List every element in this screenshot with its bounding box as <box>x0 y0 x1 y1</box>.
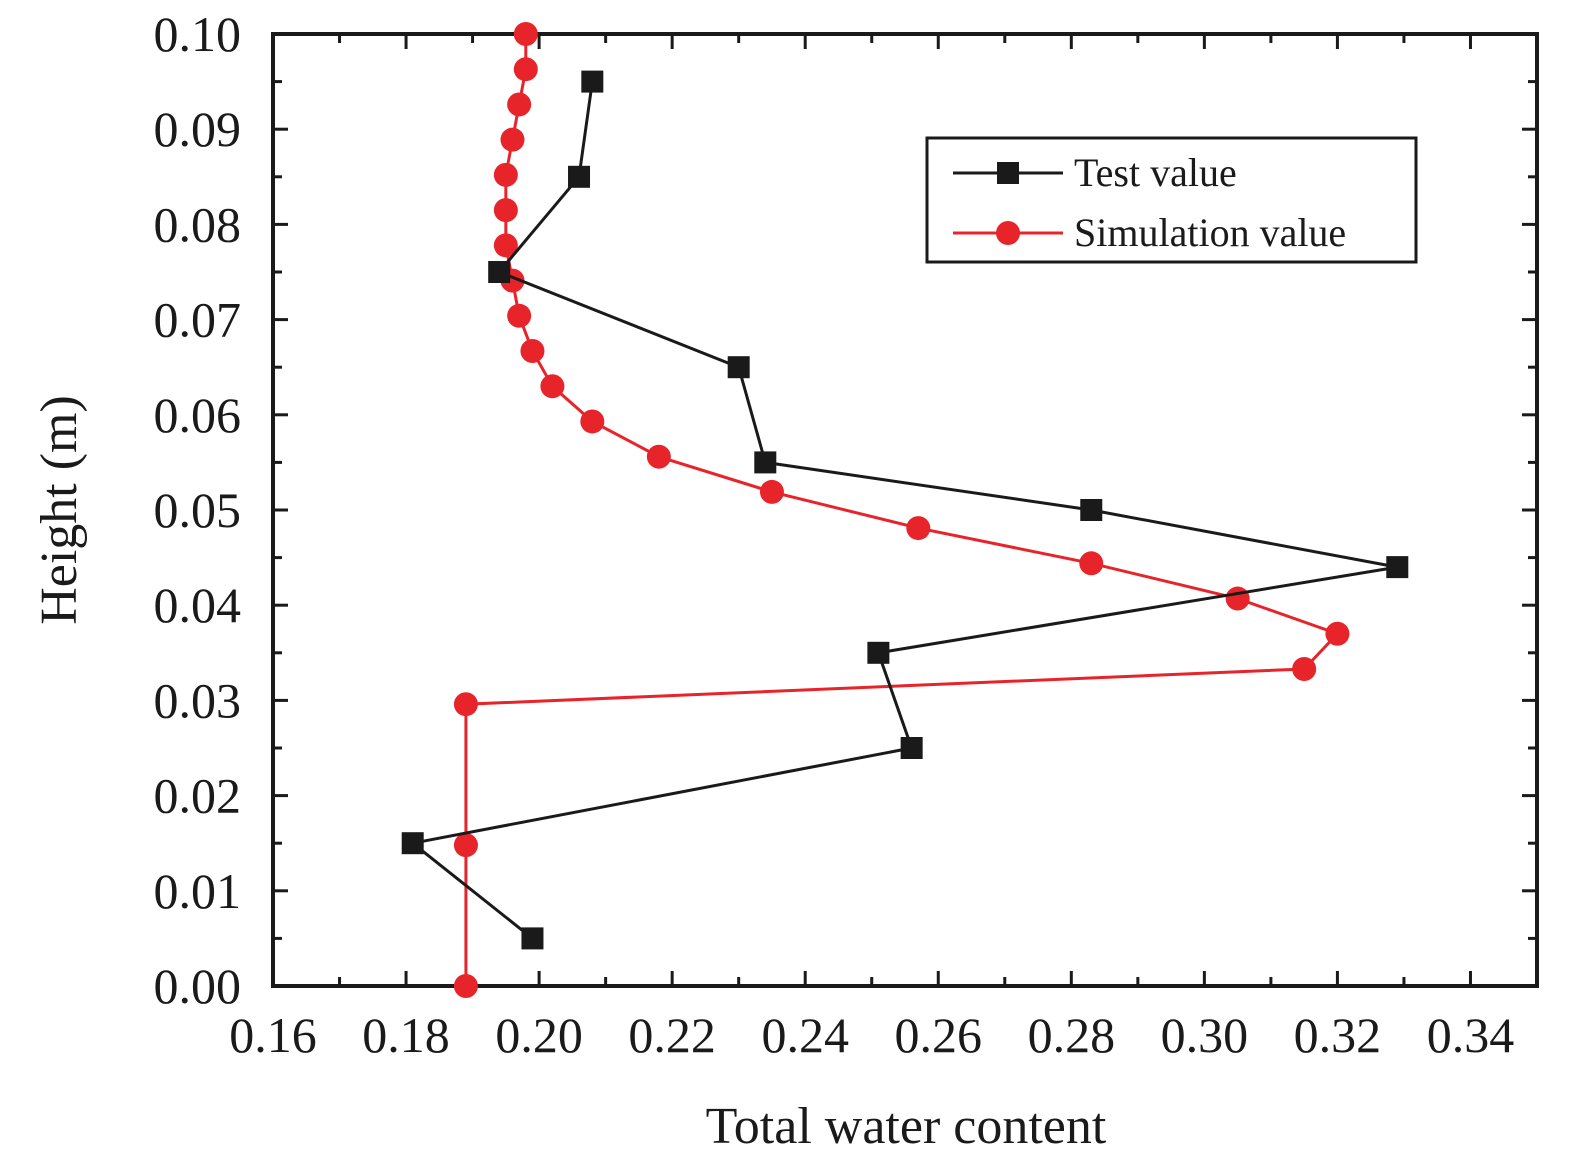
data-point <box>1292 656 1317 681</box>
data-point <box>754 451 777 474</box>
data-point <box>493 233 518 258</box>
y-axis-title: Height (m) <box>31 395 88 625</box>
series-test-value <box>401 70 1409 950</box>
data-point <box>453 833 478 858</box>
y-tick-label: 0.04 <box>154 577 242 633</box>
y-tick-label: 0.07 <box>154 292 242 348</box>
y-tick-label: 0.06 <box>154 387 242 443</box>
series-line <box>464 34 1341 986</box>
data-point <box>507 303 532 328</box>
data-point <box>500 127 525 152</box>
y-tick-label: 0.03 <box>154 672 242 728</box>
x-tick-label: 0.24 <box>761 1007 849 1063</box>
data-point <box>568 165 591 188</box>
data-point <box>401 832 424 855</box>
data-point <box>580 409 605 434</box>
data-point <box>727 356 750 379</box>
data-point <box>1079 551 1104 576</box>
y-tick-label: 0.05 <box>154 482 242 538</box>
data-point <box>507 92 532 117</box>
legend-label: Test value <box>1074 150 1237 195</box>
legend-marker <box>997 162 1019 184</box>
data-point <box>520 339 545 364</box>
data-point <box>759 479 784 504</box>
data-point <box>900 737 923 759</box>
data-point <box>646 444 671 469</box>
data-point <box>906 516 931 541</box>
data-point <box>488 261 511 283</box>
y-tick-label: 0.08 <box>154 196 242 252</box>
y-tick-label: 0.02 <box>154 768 242 824</box>
data-point <box>513 22 538 46</box>
series-layer <box>401 22 1409 998</box>
data-point <box>540 374 565 399</box>
data-point <box>453 974 478 998</box>
data-point <box>453 692 478 717</box>
y-tick-label: 0.01 <box>154 863 242 919</box>
x-tick-label: 0.32 <box>1294 1007 1382 1063</box>
y-tick-label: 0.09 <box>154 101 242 157</box>
y-tick-label: 0.00 <box>154 958 242 1014</box>
x-tick-label: 0.28 <box>1028 1007 1116 1063</box>
x-tick-label: 0.22 <box>628 1007 716 1063</box>
x-tick-label: 0.20 <box>495 1007 583 1063</box>
data-point <box>1325 621 1350 646</box>
data-point <box>521 927 544 950</box>
data-point <box>867 641 890 664</box>
data-point <box>493 162 518 187</box>
data-point <box>1386 556 1409 579</box>
legend-label: Simulation value <box>1074 210 1346 255</box>
data-point <box>493 198 518 223</box>
x-tick-label: 0.16 <box>229 1007 317 1063</box>
data-point <box>1080 499 1103 521</box>
x-tick-label: 0.34 <box>1427 1007 1515 1063</box>
x-axis-title: Total water content <box>706 1098 1107 1155</box>
x-tick-label: 0.26 <box>895 1007 983 1063</box>
legend-marker <box>996 221 1020 245</box>
data-point <box>581 70 604 93</box>
legend: Test value Simulation value <box>925 136 1418 264</box>
series-simulation-value <box>453 22 1350 998</box>
data-point <box>1225 586 1250 611</box>
y-tick-label: 0.10 <box>154 6 242 62</box>
data-point <box>513 57 538 82</box>
x-tick-label: 0.18 <box>362 1007 450 1063</box>
x-tick-label: 0.30 <box>1161 1007 1249 1063</box>
axes-layer: 0.16 0.18 0.20 0.22 0.24 0.26 0.28 0.30 0.32 0.34… <box>154 6 1539 1063</box>
